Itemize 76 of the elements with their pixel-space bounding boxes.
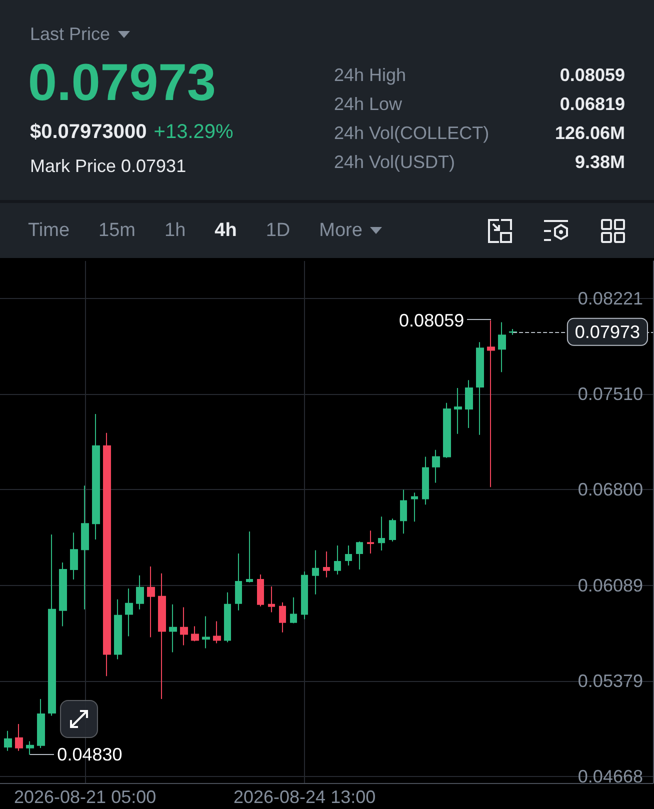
text: 9.38M — [574, 151, 625, 173]
candlestick — [48, 534, 56, 716]
candlestick — [476, 342, 484, 436]
candlestick — [301, 571, 308, 620]
candlestick — [70, 532, 78, 580]
text: 0.07973 — [28, 54, 216, 112]
candlestick — [323, 550, 330, 578]
candlestick — [59, 562, 67, 627]
candlestick — [290, 596, 297, 624]
candlestick — [279, 602, 286, 633]
text: More — [319, 220, 364, 242]
text: Last Price — [30, 24, 110, 44]
candlestick — [202, 616, 210, 649]
text: 24h Low — [334, 93, 402, 115]
text: 4h — [214, 220, 237, 242]
candlestick — [81, 485, 89, 610]
text: Time — [28, 220, 70, 242]
x-tick-label: 2026-08-24 13:00 — [233, 787, 376, 807]
text: 0.08059 — [560, 64, 625, 86]
text: 15m — [98, 220, 136, 242]
y-tick-label: 0.05379 — [578, 670, 643, 691]
candlestick — [114, 598, 122, 660]
candlestick — [213, 620, 221, 644]
candlestick — [169, 604, 177, 653]
text: $0.07973000 — [30, 121, 147, 143]
annotation: 0.08059 — [399, 310, 464, 330]
candlestick — [432, 449, 440, 484]
text: +13.29% — [154, 121, 234, 143]
candlestick — [345, 545, 352, 566]
text: 24h High — [334, 64, 406, 86]
candlestick — [334, 545, 341, 575]
candlestick — [103, 432, 111, 677]
candlestick — [224, 592, 231, 643]
x-tick-label: 2026-08-21 05:00 — [14, 787, 156, 807]
candlestick — [15, 723, 23, 752]
candlestick — [312, 550, 319, 595]
candlestick — [26, 740, 34, 756]
text: 1D — [266, 220, 290, 242]
candlestick — [180, 606, 188, 646]
candlestick — [367, 530, 374, 554]
candlestick — [136, 574, 144, 610]
y-tick-label: 0.07510 — [578, 384, 643, 404]
text: Mark Price 0.07931 — [30, 155, 186, 177]
candlestick — [400, 489, 407, 534]
candlestick — [378, 516, 385, 552]
candlestick — [411, 492, 418, 522]
candlestick — [487, 320, 495, 488]
y-tick-label: 0.06800 — [578, 480, 643, 500]
candlestick — [465, 380, 473, 428]
candlestick — [498, 322, 506, 373]
text: 126.06M — [554, 122, 625, 144]
ref-line-label: 0.07973 — [574, 322, 640, 342]
candlestick — [37, 698, 45, 749]
y-tick-label: 0.04668 — [578, 766, 643, 787]
candlestick — [443, 402, 451, 458]
candlestick — [389, 518, 396, 542]
candlestick — [92, 413, 100, 540]
candlestick — [125, 588, 133, 637]
candlestick — [356, 541, 363, 570]
candlestick — [268, 586, 275, 613]
candlestick — [257, 574, 264, 607]
text: 24h Vol(COLLECT) — [334, 122, 490, 144]
candlestick — [246, 531, 253, 583]
annotation: 0.04830 — [57, 744, 122, 765]
candlestick — [235, 552, 242, 611]
text: 24h Vol(USDT) — [334, 151, 456, 173]
candlestick — [158, 572, 166, 700]
text: 0.06819 — [560, 93, 625, 115]
text: 1h — [164, 220, 186, 242]
candlestick — [4, 730, 12, 752]
candlestick — [454, 388, 462, 434]
y-tick-label: 0.06089 — [578, 575, 643, 596]
y-tick-label: 0.08221 — [578, 288, 643, 309]
candlestick — [191, 626, 199, 642]
candlestick — [422, 456, 429, 506]
candlestick — [147, 566, 155, 638]
